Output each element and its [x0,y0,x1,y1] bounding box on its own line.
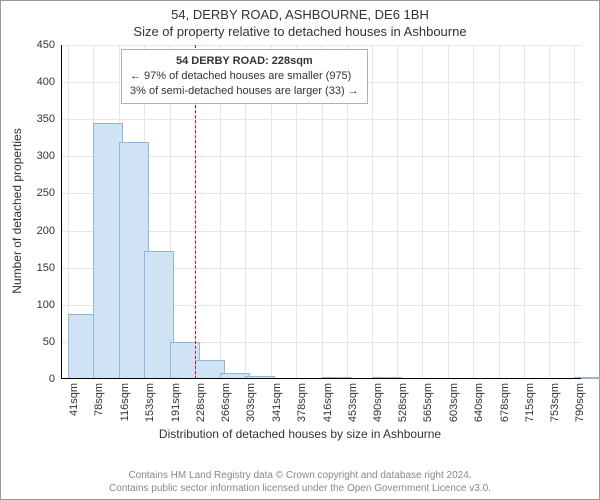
y-tick-label: 450 [37,39,61,51]
x-tick-label: 341sqm [271,383,283,422]
x-tick-label: 603sqm [448,383,460,422]
gridline-vertical [448,45,449,379]
gridline-vertical [574,45,575,379]
x-tick-label: 753sqm [549,383,561,422]
chart-subtitle: Size of property relative to detached ho… [1,24,599,39]
x-axis-label: Distribution of detached houses by size … [1,427,599,441]
x-tick-label: 565sqm [422,383,434,422]
y-axis-label: Number of detached properties [10,128,24,293]
chart-container: 54, DERBY ROAD, ASHBOURNE, DE6 1BH Size … [0,0,600,500]
x-tick-label: 378sqm [296,383,308,422]
y-tick-label: 250 [37,187,61,199]
annotation-line2: ← 97% of detached houses are smaller (97… [130,69,359,84]
gridline-vertical [397,45,398,379]
attribution-line1: Contains HM Land Registry data © Crown c… [1,470,599,483]
x-tick-label: 78sqm [93,383,105,416]
y-tick-label: 50 [43,336,61,348]
y-tick-label: 100 [37,299,61,311]
x-tick-label: 41sqm [68,383,80,416]
gridline-vertical [499,45,500,379]
x-tick-label: 416sqm [322,383,334,422]
x-tick-label: 303sqm [245,383,257,422]
x-tick-label: 490sqm [372,383,384,422]
x-tick-label: 528sqm [397,383,409,422]
annotation-box: 54 DERBY ROAD: 228sqm ← 97% of detached … [121,49,368,104]
y-axis-line [61,45,62,379]
plot-area: 05010015020025030035040045041sqm78sqm116… [61,45,581,425]
x-tick-label: 153sqm [144,383,156,422]
attribution-line2: Contains public sector information licen… [1,483,599,496]
x-tick-label: 266sqm [220,383,232,422]
annotation-line1: 54 DERBY ROAD: 228sqm [130,54,359,69]
annotation-line3: 3% of semi-detached houses are larger (3… [130,84,359,99]
x-tick-label: 116sqm [119,383,131,421]
x-tick-label: 678sqm [499,383,511,422]
x-tick-label: 228sqm [195,383,207,422]
gridline-vertical [372,45,373,379]
chart-title: 54, DERBY ROAD, ASHBOURNE, DE6 1BH [1,7,599,22]
x-tick-label: 715sqm [524,383,536,422]
y-tick-label: 300 [37,150,61,162]
x-tick-label: 790sqm [574,383,586,422]
y-tick-label: 150 [37,262,61,274]
y-tick-label: 200 [37,225,61,237]
y-tick-label: 350 [37,113,61,125]
x-tick-label: 191sqm [170,383,182,422]
gridline-vertical [549,45,550,379]
gridline-vertical [524,45,525,379]
y-tick-label: 400 [37,76,61,88]
x-tick-label: 640sqm [473,383,485,422]
x-axis-line [61,378,581,379]
gridline-vertical [422,45,423,379]
y-tick-label: 0 [49,373,61,385]
gridline-vertical [473,45,474,379]
attribution: Contains HM Land Registry data © Crown c… [1,470,599,495]
x-tick-label: 453sqm [347,383,359,422]
